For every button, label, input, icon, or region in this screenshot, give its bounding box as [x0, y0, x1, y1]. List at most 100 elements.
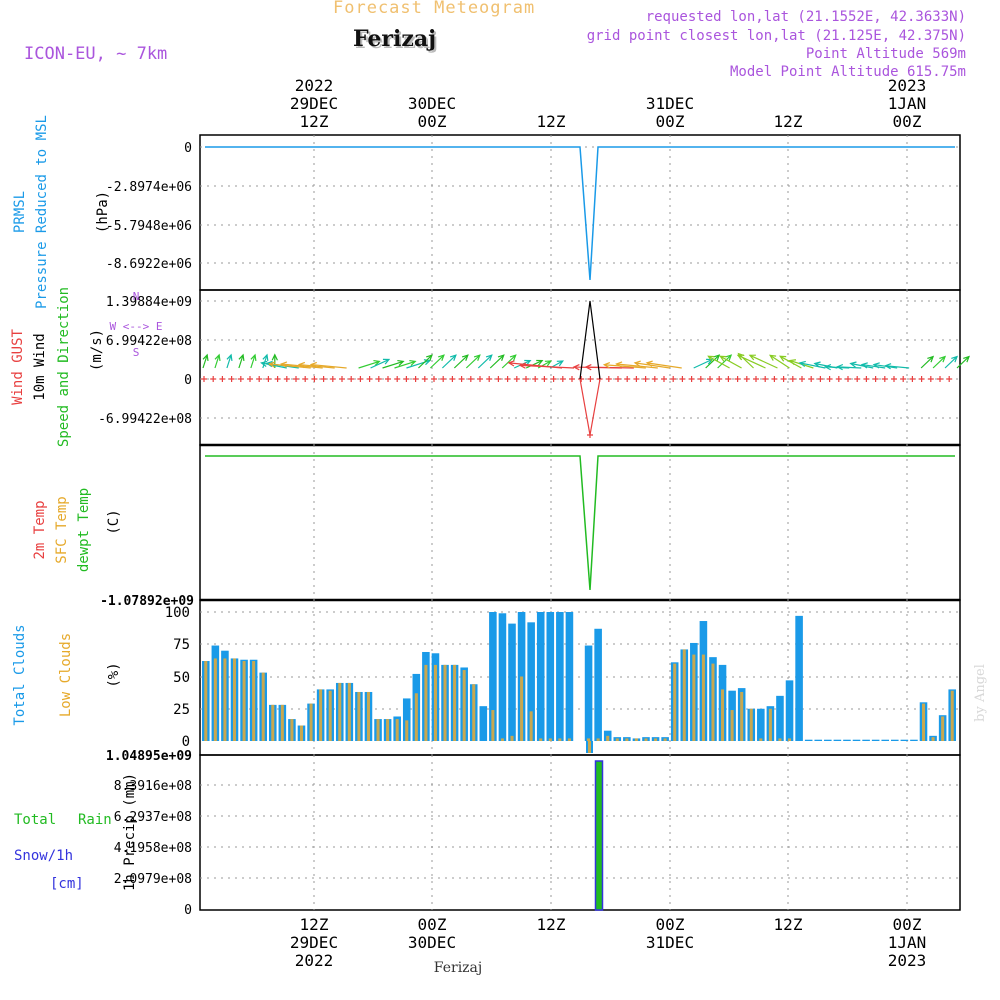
wind-arrow-head	[518, 362, 526, 369]
wind-arrow-shaft	[779, 355, 802, 369]
wind-series-line	[579, 300, 601, 380]
time-label-bottom: 12Z	[537, 915, 566, 934]
wind-arrow-head	[267, 361, 276, 368]
low-cloud-bar	[491, 710, 495, 741]
low-cloud-bar	[644, 738, 648, 741]
wind-arrow-shaft	[634, 362, 670, 369]
gust-marker	[826, 376, 833, 382]
gust-marker	[421, 376, 428, 382]
gust-marker	[578, 376, 585, 382]
time-label-top: 30DEC	[408, 94, 456, 113]
low-cloud-bar	[587, 738, 591, 741]
low-cloud-bar	[941, 716, 945, 741]
wind-arrow-head	[509, 354, 517, 361]
gust-marker	[228, 376, 235, 382]
gust-marker	[642, 376, 649, 382]
total-cloud-bar	[843, 739, 851, 741]
gust-marker	[449, 376, 456, 382]
wind-label-gust: Wind GUST	[10, 329, 26, 405]
point-altitude: Point Altitude 569m	[805, 46, 966, 62]
temp-bottom-tick: -1.07892e+09	[100, 594, 194, 609]
wind-arrow-head	[556, 360, 565, 367]
wind-arrow-shaft	[720, 355, 742, 369]
wind-arrow-head	[813, 361, 821, 368]
gust-marker	[688, 376, 695, 382]
wind-arrow-head	[725, 354, 733, 361]
compass-legend: N W <--> E S	[110, 290, 163, 359]
wind-arrow-shaft	[616, 363, 658, 369]
low-cloud-bar	[721, 689, 725, 741]
cloud-tick-0: 0	[182, 734, 190, 750]
wind-y-axis: 1.39884e+09 6.99422e+08 0 -6.99422e+08	[98, 295, 192, 427]
gust-marker	[946, 376, 953, 382]
time-label-bottom: 12Z	[774, 915, 803, 934]
low-cloud-bar	[347, 682, 351, 741]
gust-marker	[725, 376, 732, 382]
gust-marker	[891, 376, 897, 382]
time-label-bottom: 29DEC	[290, 933, 338, 952]
total-cloud-bar	[824, 739, 832, 741]
gust-marker	[799, 376, 805, 382]
temp-label-sfc: SFC Temp	[54, 496, 70, 563]
gust-marker	[937, 376, 943, 382]
total-cloud-bar	[527, 622, 535, 741]
gust-marker	[707, 376, 713, 382]
wind-arrows	[202, 352, 970, 371]
low-cloud-bar	[663, 738, 667, 741]
low-cloud-bar	[548, 738, 552, 741]
wind-arrow-shaft	[358, 360, 380, 369]
wind-arrow-head	[939, 355, 947, 363]
wind-arrow-head	[736, 354, 744, 361]
wind-arrow-head	[497, 354, 505, 361]
wind-arrow-head	[449, 354, 457, 361]
gust-marker	[210, 376, 217, 382]
low-cloud-bar	[386, 719, 390, 741]
gust-marker	[274, 376, 281, 382]
gust-marker	[559, 376, 566, 382]
low-cloud-bar	[309, 703, 313, 741]
gust-series-line	[579, 378, 601, 436]
wind-arrow-head	[788, 359, 797, 366]
time-label-top: 00Z	[893, 112, 922, 131]
location-title: Ferizaj	[353, 26, 437, 52]
low-cloud-bar	[558, 738, 562, 741]
precip-tick-0: 1.04895e+09	[106, 749, 192, 764]
wind-tick-0: 1.39884e+09	[106, 295, 192, 310]
wind-arrow-shaft	[861, 363, 886, 369]
wind-arrow-head	[713, 354, 721, 361]
total-cloud-bar	[776, 695, 784, 741]
low-cloud-bar	[730, 710, 734, 741]
wind-tick-3: -6.99422e+08	[98, 412, 192, 427]
low-cloud-bar	[433, 664, 437, 741]
gust-marker	[412, 376, 419, 382]
precip-bar	[594, 760, 604, 911]
low-cloud-bar	[328, 690, 332, 741]
wind-arrow-shaft	[418, 354, 433, 369]
wind-arrow-head	[748, 354, 756, 361]
precip-label-cm: [cm]	[50, 876, 84, 892]
model-altitude: Model Point Altitude 615.75m	[729, 64, 966, 80]
low-cloud-bar	[740, 691, 744, 741]
wind-arrow-head	[485, 354, 493, 361]
gust-marker	[753, 376, 759, 382]
gust-marker	[743, 376, 750, 382]
wind-arrow-head	[615, 361, 623, 368]
total-cloud-bar	[785, 680, 794, 741]
wind-arrow-shaft	[708, 355, 730, 369]
low-cloud-bar	[950, 690, 954, 741]
low-cloud-bar	[366, 691, 370, 741]
total-cloud-bar	[584, 645, 593, 741]
wind-arrow-shaft	[885, 365, 910, 369]
time-label-top: 12Z	[774, 112, 803, 131]
wind-arrow-shaft	[850, 362, 874, 369]
wind-arrow-head	[202, 353, 209, 362]
gust-marker	[394, 376, 401, 382]
pressure-label-msl: Pressure Reduced to MSL	[34, 115, 50, 309]
wind-arrow-shaft	[604, 364, 646, 369]
pressure-series-line	[205, 146, 955, 281]
gust-marker	[532, 376, 539, 382]
compass-n: N	[133, 290, 140, 303]
precip-label-snow: Snow/1h	[14, 848, 73, 864]
wind-arrow-head	[927, 355, 935, 363]
